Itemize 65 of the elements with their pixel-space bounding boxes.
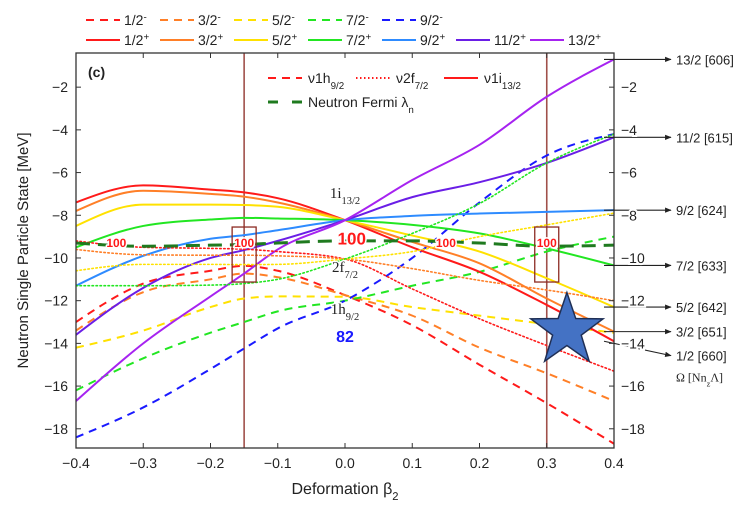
y-tick-label: −16 xyxy=(44,378,68,394)
y-tick-label: −10 xyxy=(44,250,68,266)
line-series xyxy=(76,212,614,272)
x-tick-label: −0.4 xyxy=(62,455,90,471)
x-tick-label: 0.4 xyxy=(604,455,624,471)
x-tick-label: −0.3 xyxy=(129,455,158,471)
annotation: 1h$_{9/2}$ xyxy=(330,302,360,322)
annotation: 82 xyxy=(336,329,354,346)
legend-label: 5/2$^{+}$ xyxy=(272,32,298,48)
legend-label: 9/2$^{-}$ xyxy=(420,12,443,28)
legend-label: 3/2$^{-}$ xyxy=(198,12,221,28)
y-tick-label: −6 xyxy=(52,164,68,181)
annotation: 100 xyxy=(436,236,456,250)
x-tick-label: 0.1 xyxy=(402,455,422,471)
x-tick-label: −0.1 xyxy=(264,455,292,471)
legend-label: 7/2$^{+}$ xyxy=(346,32,372,48)
legend-label: 1/2$^{-}$ xyxy=(124,12,147,28)
annotation: 1i$_{13/2}$ xyxy=(330,186,360,206)
y-tick-label: −8 xyxy=(52,207,68,224)
y2-tick-label: −6 xyxy=(621,164,638,181)
y2-tick-label: −18 xyxy=(621,420,645,437)
y-tick-label: −4 xyxy=(52,122,68,138)
y2-tick-label: −8 xyxy=(621,207,638,224)
y-tick-label: −12 xyxy=(44,292,68,309)
text: 13/2 [606] xyxy=(676,52,734,68)
y-tick-label: −2 xyxy=(52,79,68,96)
x-tick-label: −0.2 xyxy=(196,455,225,471)
annotation: ν2f$_{7/2}$ xyxy=(396,70,428,92)
y-tick-label: −14 xyxy=(44,335,68,352)
line-series xyxy=(76,133,614,438)
y2-tick-label: −14 xyxy=(621,335,645,352)
y-tick-label: −18 xyxy=(44,420,68,437)
legend-label: 3/2$^{+}$ xyxy=(198,32,224,48)
text: 9/2 [624] xyxy=(676,203,727,218)
legend-label: 5/2$^{-}$ xyxy=(272,12,295,28)
legend-label: 13/2$^{+}$ xyxy=(568,32,602,48)
line-series xyxy=(76,133,614,287)
text: 3/2 [651] xyxy=(676,324,727,340)
y2-tick-label: −16 xyxy=(621,378,645,394)
x-axis-title: Deformation β$_{2}$ xyxy=(291,481,399,503)
y2-tick-label: −10 xyxy=(621,250,645,266)
y2-tick-label: −12 xyxy=(621,292,645,309)
y2-tick-label: −4 xyxy=(621,122,638,138)
legend-label: 9/2$^{+}$ xyxy=(420,32,446,48)
annotation: ν1h$_{9/2}$ xyxy=(308,70,344,92)
line-series xyxy=(76,58,614,402)
legend-label: 7/2$^{-}$ xyxy=(346,12,369,28)
annotation: (c) xyxy=(88,64,106,80)
y-axis-title: Neutron Single Particle State [MeV] xyxy=(15,132,32,368)
x-tick-label: 0.3 xyxy=(537,455,557,471)
legend-label: 11/2$^{+}$ xyxy=(494,32,526,48)
legend-label: Neutron Fermi λ$_{n}$ xyxy=(308,94,414,116)
y2-tick-label: −2 xyxy=(621,79,638,96)
line-series xyxy=(76,209,614,287)
x-tick-label: 0.0 xyxy=(335,455,355,471)
legend-label: 1/2$^{+}$ xyxy=(124,32,150,48)
line-series xyxy=(76,295,614,349)
text: 11/2 [615] xyxy=(676,130,733,146)
annotation: ν1i$_{13/2}$ xyxy=(484,70,521,92)
x-tick-label: 0.2 xyxy=(470,455,490,471)
text: 1/2 [660] xyxy=(676,348,727,364)
annotation: 2f$_{7/2}$ xyxy=(332,260,358,280)
text: Ω [Nn$_{z}$Λ] xyxy=(676,370,724,388)
text: 7/2 [633] xyxy=(676,258,727,274)
text: 5/2 [642] xyxy=(676,300,727,316)
